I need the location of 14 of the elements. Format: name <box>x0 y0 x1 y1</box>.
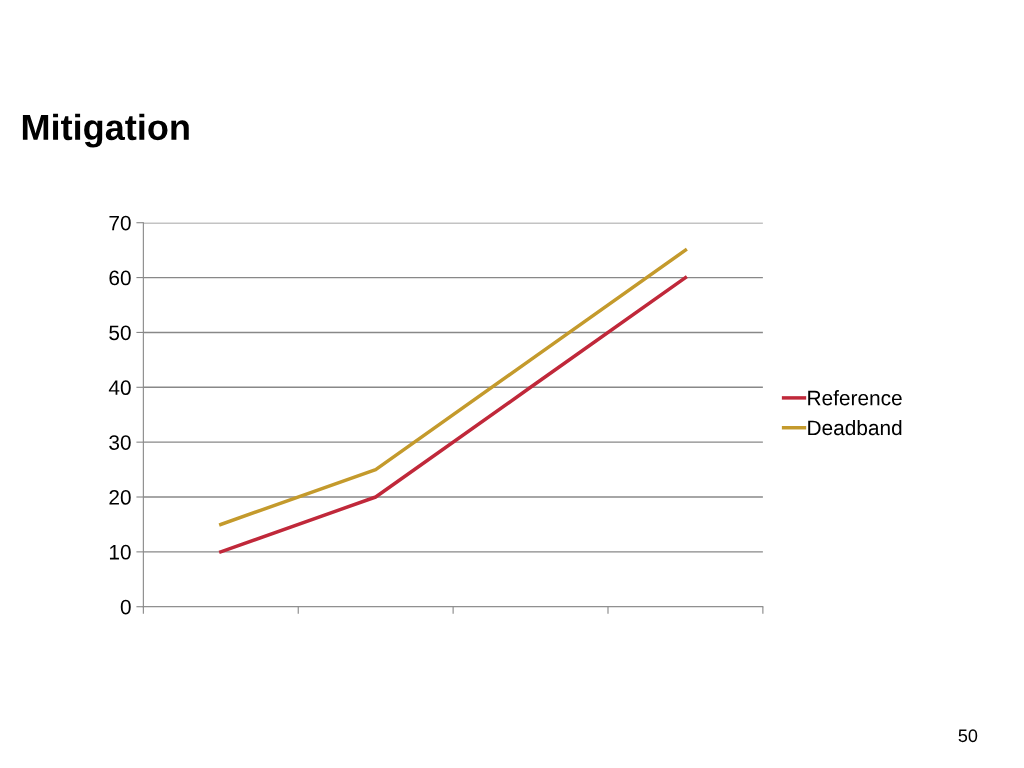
y-tick-label: 40 <box>108 380 131 396</box>
y-tick-label: 30 <box>109 435 131 450</box>
y-tick-label: 50 <box>109 325 131 341</box>
y-tick-label: 0 <box>120 599 131 615</box>
y-tick-label: 70 <box>109 215 131 231</box>
chart-title: Mitigation <box>22 113 189 148</box>
line-series <box>219 275 688 554</box>
text: 50 <box>958 729 978 743</box>
y-tick-label: 60 <box>109 270 131 286</box>
legend-label: Deadband <box>808 419 902 436</box>
legend-label: Reference <box>808 390 902 406</box>
y-tick-label: 10 <box>109 544 131 560</box>
line-series <box>219 248 688 527</box>
y-tick-label: 20 <box>109 490 131 505</box>
